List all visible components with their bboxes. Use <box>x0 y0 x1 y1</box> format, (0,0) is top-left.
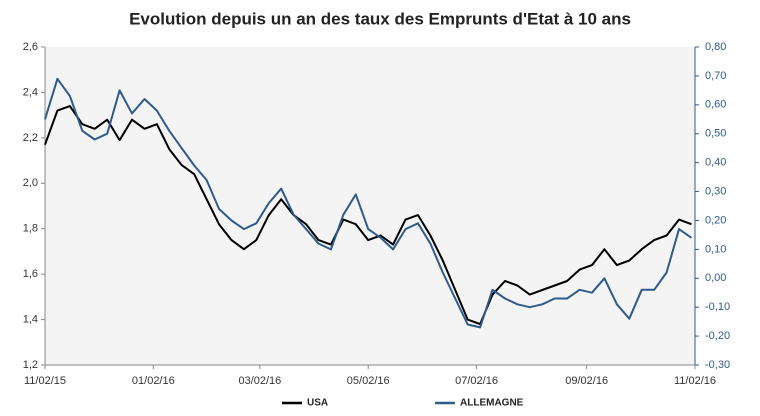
legend-label: ALLEMAGNE <box>460 398 524 409</box>
series-line <box>44 105 692 326</box>
series-line <box>44 77 692 329</box>
y-tick-label: 2,4 <box>23 86 38 98</box>
x-tick-label: 01/02/16 <box>132 375 175 387</box>
legend-label: USA <box>307 398 328 409</box>
x-tick-label: 07/02/16 <box>455 375 498 387</box>
y-tick-label: 2,6 <box>23 41 38 53</box>
y-tick-label: 1,4 <box>23 313 38 325</box>
y2-tick-label: 0,30 <box>705 185 726 197</box>
y2-tick-label: -0,30 <box>705 359 730 371</box>
y2-tick-label: 0,20 <box>705 214 726 226</box>
y2-tick-label: -0,20 <box>705 330 730 342</box>
x-tick-label: 11/02/16 <box>674 375 716 387</box>
y2-tick-label: 0,10 <box>705 243 726 255</box>
y2-tick-label: 0,80 <box>705 41 726 53</box>
y-tick-label: 1,6 <box>23 268 38 280</box>
y2-tick-label: 0,50 <box>705 128 726 140</box>
x-tick-label: 09/02/16 <box>565 375 608 387</box>
y2-tick-label: -0,10 <box>705 301 730 313</box>
y2-tick-label: 0,00 <box>705 272 726 284</box>
x-tick-label: 11/02/15 <box>24 375 66 387</box>
plot-area <box>45 47 695 365</box>
y2-tick-label: 0,40 <box>705 157 726 169</box>
chart-title: Evolution depuis un an des taux des Empr… <box>129 9 631 28</box>
y-tick-label: 1,8 <box>23 223 38 235</box>
y-tick-label: 1,2 <box>23 359 38 371</box>
y-tick-label: 2,0 <box>23 177 38 189</box>
x-tick-label: 05/02/16 <box>347 375 390 387</box>
x-tick-label: 03/02/16 <box>238 375 281 387</box>
y-tick-label: 2,2 <box>23 132 38 144</box>
y2-tick-label: 0,70 <box>705 70 726 82</box>
y2-tick-label: 0,60 <box>705 99 726 111</box>
